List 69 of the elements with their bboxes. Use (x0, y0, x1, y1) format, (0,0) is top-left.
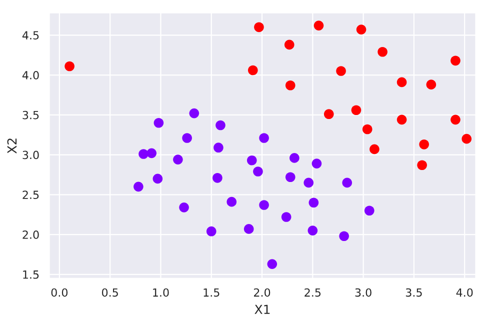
point (134, 182, 144, 192)
point (324, 109, 334, 120)
point (417, 160, 427, 170)
x-tick-label: 3.0 (355, 288, 372, 297)
x-tick-label: 1.5 (204, 288, 220, 297)
y-tick-label: 1.5 (23, 270, 39, 279)
point (364, 206, 374, 216)
point (336, 66, 346, 76)
y-tick-label: 4.0 (22, 70, 39, 80)
point (356, 24, 366, 34)
point (254, 22, 264, 32)
point (362, 124, 372, 134)
x-tick-label: 4.0 (456, 288, 473, 297)
point (179, 202, 189, 212)
point (308, 226, 318, 236)
x-tick-label: 2.0 (254, 288, 270, 297)
point (290, 153, 300, 163)
point (308, 198, 319, 208)
point (339, 231, 349, 242)
point (189, 108, 200, 118)
y-tick-label: 3.5 (22, 110, 39, 120)
point (450, 114, 460, 125)
point (285, 172, 296, 182)
point (450, 56, 460, 66)
point (138, 149, 148, 159)
x-tick-label: 2.5 (304, 288, 321, 297)
point (342, 178, 352, 188)
point (64, 61, 74, 72)
point (370, 144, 380, 154)
point (426, 80, 436, 90)
point (396, 114, 407, 125)
point (226, 196, 237, 207)
point (462, 134, 472, 144)
point (214, 142, 224, 153)
y-tick-label: 2.5 (22, 190, 39, 200)
point (244, 224, 254, 234)
y-tick-label: 4.5 (22, 31, 39, 40)
point (396, 77, 407, 88)
y-axis-title: X2 (7, 138, 17, 154)
y-tick-label: 2.0 (22, 230, 39, 239)
point (312, 158, 322, 168)
point (212, 172, 222, 183)
point (281, 212, 292, 222)
point (259, 133, 269, 143)
x-tick-label: 3.5 (406, 288, 422, 297)
point (248, 65, 258, 76)
point (152, 174, 163, 184)
point (285, 80, 296, 90)
point (351, 105, 362, 116)
point (154, 118, 164, 128)
x-tick-label: 1.0 (153, 288, 169, 297)
point (284, 40, 294, 50)
point (304, 178, 314, 188)
point (182, 133, 192, 143)
point (246, 155, 257, 166)
point (267, 259, 278, 269)
point (253, 166, 263, 176)
point (378, 46, 388, 57)
point (419, 139, 429, 150)
x-tick-label: 0.0 (51, 288, 68, 297)
point (206, 226, 216, 236)
x-tick-label: 0.5 (102, 288, 118, 297)
point (216, 120, 226, 130)
point (314, 20, 324, 30)
point (146, 148, 157, 158)
point (173, 154, 183, 164)
x-axis-title: X1 (254, 304, 270, 314)
point (259, 200, 269, 210)
y-tick-label: 3.0 (22, 150, 39, 160)
